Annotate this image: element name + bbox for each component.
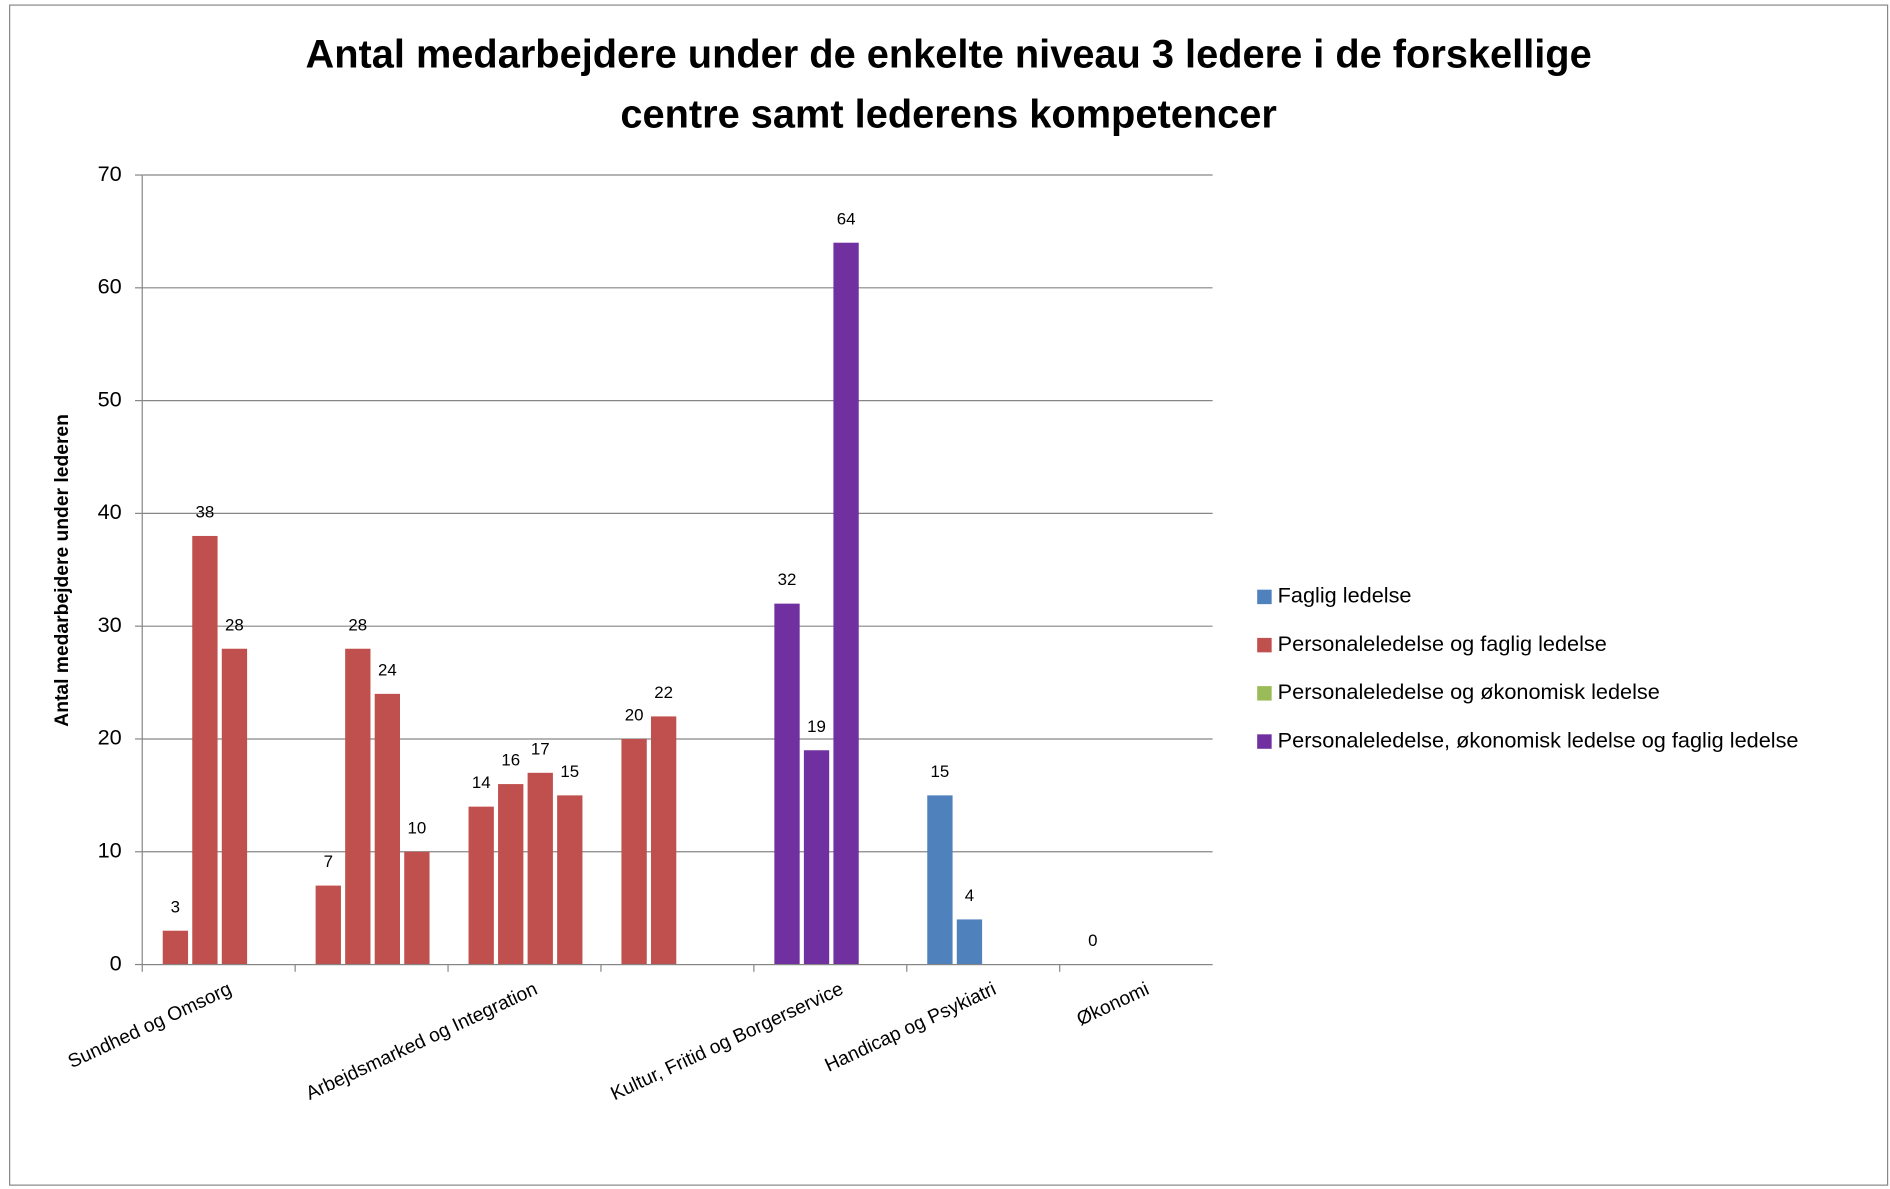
legend-label: Personaleledelse og faglig ledelse [1278,631,1607,656]
chart-title: Antal medarbejdere under de enkelte nive… [305,32,1591,76]
legend-label: Faglig ledelse [1278,583,1412,608]
bar [650,716,677,965]
data-label: 64 [837,209,856,228]
y-tick-label: 70 [98,161,122,186]
bar [468,806,494,965]
chart-frame [9,4,1889,1186]
bar [774,603,800,965]
y-tick-label: 20 [98,725,122,750]
bar [527,772,553,965]
bar [345,648,371,965]
y-tick-label: 10 [98,837,122,862]
chart-title: centre samt lederens kompetencer [620,93,1276,137]
data-label: 24 [378,660,397,679]
bar [221,648,248,965]
legend-label: Personaleledelse og økonomisk ledelse [1278,679,1660,704]
data-label: 4 [965,886,974,905]
data-label: 14 [472,773,491,792]
legend-swatch [1257,637,1272,653]
data-label: 15 [931,762,950,781]
data-label: 10 [407,818,426,837]
data-label: 38 [196,503,215,522]
data-label: 22 [654,683,673,702]
bar [404,851,430,965]
y-tick-label: 40 [98,499,122,524]
data-label: 3 [171,897,180,916]
bar [621,738,647,965]
data-label: 0 [1088,931,1097,950]
bar [803,750,830,965]
legend-label: Personaleledelse, økonomisk ledelse og f… [1278,727,1799,752]
y-tick-label: 30 [98,612,122,637]
legend-swatch [1257,734,1272,749]
bar [557,795,583,965]
data-label: 17 [531,739,550,758]
bar [162,930,189,965]
bar [956,919,983,965]
data-label: 28 [225,615,244,634]
y-tick-label: 60 [98,274,122,299]
y-tick-label: 50 [98,386,122,411]
data-label: 19 [807,717,826,736]
data-label: 20 [625,706,644,725]
data-label: 15 [560,762,579,781]
data-label: 32 [778,570,797,589]
bar [374,693,401,965]
y-axis-label: Antal medarbejdere under lederen [52,414,73,727]
data-label: 16 [501,751,520,770]
bar [315,885,341,965]
bar [498,784,524,965]
bar [192,535,218,965]
y-tick-label: 0 [110,950,122,975]
bar [927,795,953,965]
legend-swatch [1257,589,1272,605]
legend-swatch [1257,686,1272,701]
data-label: 7 [324,852,333,871]
bar [833,242,859,965]
data-label: 28 [348,615,367,634]
